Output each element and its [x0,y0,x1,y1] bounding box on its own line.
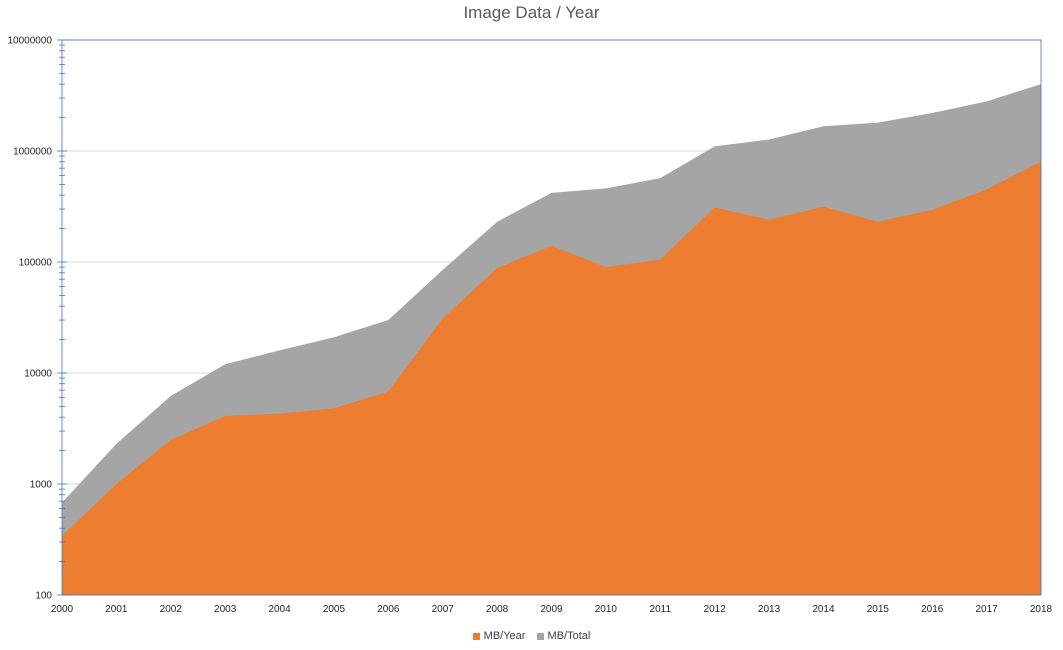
y-tick-label-0: 100 [35,591,52,602]
x-tick-label-2002: 2002 [160,604,183,615]
legend-item-mb-year: MB/Year [472,630,526,642]
legend: MB/Year MB/Total [0,630,1063,643]
x-tick-label-2010: 2010 [595,604,618,615]
y-tick-label-5: 10000000 [8,36,53,47]
x-tick-label-2001: 2001 [105,604,128,615]
x-tick-label-2015: 2015 [867,604,890,615]
legend-label-mb-total: MB/Total [547,630,591,642]
x-tick-label-2014: 2014 [812,604,835,615]
legend-swatch-mb-year [472,632,480,640]
legend-swatch-mb-total [536,632,544,640]
x-tick-label-2011: 2011 [650,604,672,615]
y-tick-label-4: 1000000 [13,147,52,158]
legend-item-mb-total: MB/Total [536,630,591,642]
x-tick-label-2012: 2012 [704,604,727,615]
y-tick-label-1: 1000 [30,480,53,491]
x-tick-label-2013: 2013 [758,604,781,615]
x-tick-label-2009: 2009 [540,604,563,615]
plot-frame [61,39,1042,596]
y-tick-label-2: 10000 [24,369,52,380]
chart-title: Image Data / Year [463,3,600,22]
y-tick-label-3: 100000 [19,258,53,269]
x-tick-label-2000: 2000 [51,604,74,615]
area-mb-year [62,161,1041,595]
x-tick-label-2017: 2017 [975,604,998,615]
x-tick-label-2018: 2018 [1030,604,1053,615]
x-tick-label-2016: 2016 [921,604,944,615]
x-tick-label-2008: 2008 [486,604,509,615]
x-tick-label-2003: 2003 [214,604,237,615]
x-tick-label-2004: 2004 [268,604,291,615]
legend-label-mb-year: MB/Year [483,630,526,642]
x-tick-label-2006: 2006 [377,604,400,615]
x-tick-label-2005: 2005 [323,604,346,615]
x-tick-label-2007: 2007 [432,604,455,615]
